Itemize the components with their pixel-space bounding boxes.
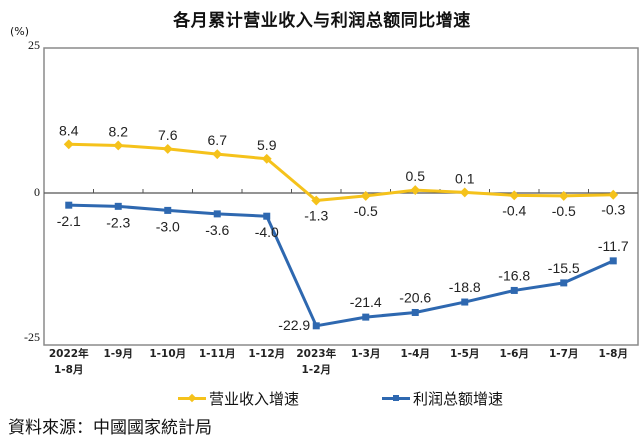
- svg-text:-3.6: -3.6: [205, 222, 229, 238]
- line-chart-plot: 8.4 8.2 7.6 6.7 5.9 -1.3 -0.5 0.5 0.1 -0.4 -0.5 -0.…: [43, 47, 639, 376]
- svg-text:1-8月: 1-8月: [599, 348, 628, 360]
- svg-text:1-4月: 1-4月: [401, 348, 430, 360]
- svg-text:-4.0: -4.0: [255, 224, 279, 240]
- legend-label-profit: 利润总额增速: [413, 390, 504, 408]
- svg-text:-1.3: -1.3: [304, 208, 328, 224]
- y-tick-bottom: -25: [24, 330, 40, 344]
- svg-text:-21.4: -21.4: [350, 294, 382, 310]
- svg-text:8.2: 8.2: [109, 123, 129, 139]
- y-axis-unit: (%): [10, 25, 30, 38]
- legend-item-revenue: 营业收入增速: [178, 388, 299, 409]
- svg-text:0.5: 0.5: [406, 168, 426, 184]
- svg-text:8.4: 8.4: [59, 122, 79, 138]
- svg-text:5.9: 5.9: [257, 137, 277, 153]
- svg-text:1-9月: 1-9月: [104, 348, 133, 360]
- svg-text:0.1: 0.1: [455, 170, 475, 186]
- svg-text:-20.6: -20.6: [399, 289, 431, 305]
- chart-title: 各月累计营业收入与利润总额同比增速: [173, 11, 471, 31]
- svg-text:1-3月: 1-3月: [351, 348, 380, 360]
- svg-text:-0.5: -0.5: [354, 203, 378, 219]
- svg-text:7.6: 7.6: [158, 127, 178, 143]
- svg-text:1-8月: 1-8月: [54, 364, 83, 376]
- legend-label-revenue: 营业收入增速: [209, 390, 300, 408]
- svg-text:-2.1: -2.1: [57, 213, 81, 229]
- svg-text:2022年: 2022年: [49, 347, 89, 360]
- profit-line-icon: [382, 395, 410, 401]
- svg-text:6.7: 6.7: [208, 132, 228, 148]
- svg-text:1-5月: 1-5月: [450, 348, 479, 360]
- svg-text:1-6月: 1-6月: [500, 348, 529, 360]
- svg-text:-16.8: -16.8: [498, 267, 530, 283]
- svg-text:-2.3: -2.3: [106, 214, 130, 230]
- svg-text:-18.8: -18.8: [449, 279, 481, 295]
- svg-text:1-10月: 1-10月: [149, 348, 186, 360]
- svg-text:-0.3: -0.3: [601, 202, 625, 218]
- source-note: 資料來源：中國國家統計局: [8, 418, 212, 438]
- chart-legend: 营业收入增速 利润总额增速: [0, 388, 644, 408]
- svg-text:1-12月: 1-12月: [248, 348, 285, 360]
- revenue-line-icon: [178, 393, 206, 403]
- svg-text:-15.5: -15.5: [548, 260, 580, 276]
- svg-text:1-7月: 1-7月: [549, 348, 578, 360]
- y-tick-zero: 0: [34, 185, 40, 199]
- svg-text:-3.0: -3.0: [156, 218, 180, 234]
- svg-text:-22.9: -22.9: [278, 317, 310, 333]
- legend-item-profit: 利润总额增速: [382, 388, 503, 409]
- svg-text:2023年: 2023年: [296, 347, 336, 360]
- svg-text:1-2月: 1-2月: [302, 364, 331, 376]
- svg-text:-0.4: -0.4: [502, 202, 526, 218]
- svg-text:-0.5: -0.5: [552, 203, 576, 219]
- svg-text:-11.7: -11.7: [598, 238, 629, 254]
- y-tick-top: 25: [28, 38, 40, 52]
- svg-text:1-11月: 1-11月: [199, 348, 236, 360]
